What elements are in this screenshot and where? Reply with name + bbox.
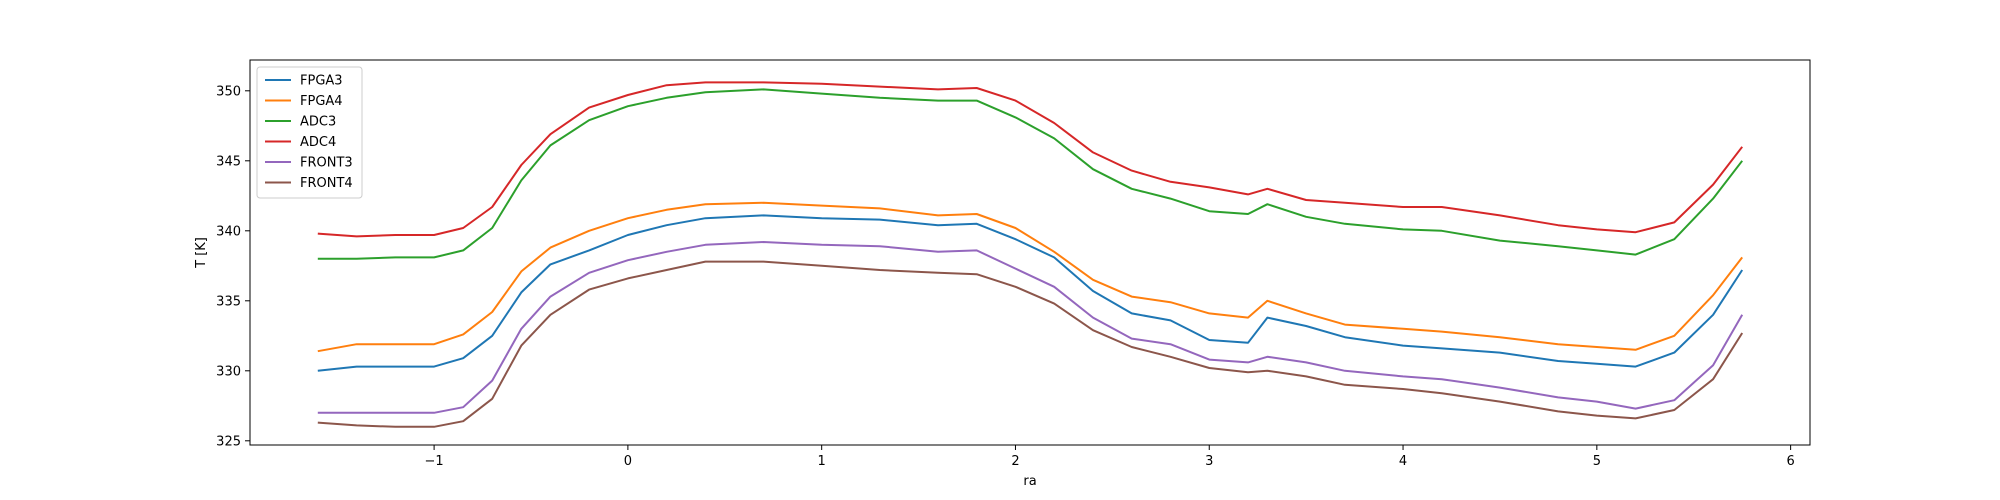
series-line-fpga3 xyxy=(317,214,1744,372)
y-tick-label: 350 xyxy=(216,84,241,99)
legend-entry-label: ADC3 xyxy=(300,115,336,130)
x-tick-label: 6 xyxy=(1786,454,1794,469)
y-tick-label: 325 xyxy=(216,434,241,449)
x-tick-label: 5 xyxy=(1593,454,1601,469)
legend-entry-label: FRONT3 xyxy=(300,156,353,171)
plot-frame xyxy=(249,59,1811,446)
x-tick-label: 3 xyxy=(1205,454,1213,469)
y-tick-label: 345 xyxy=(216,154,241,169)
x-tick-label: −1 xyxy=(425,454,444,469)
legend-entry-label: FRONT4 xyxy=(300,176,353,191)
y-axis: 325 330 335 340 345 350 xyxy=(216,84,250,449)
legend-entry-label: FPGA4 xyxy=(300,94,343,109)
x-tick-label: 0 xyxy=(624,454,632,469)
x-tick-label: 1 xyxy=(818,454,826,469)
series-line-fpga4 xyxy=(317,201,1743,353)
series-layer xyxy=(317,81,1744,428)
y-tick-label: 335 xyxy=(216,294,241,309)
y-tick-label: 330 xyxy=(216,364,241,379)
series-line-front4 xyxy=(317,260,1744,428)
series-line-adc4 xyxy=(317,81,1743,238)
y-tick-label: 340 xyxy=(216,224,241,239)
series-line-front3 xyxy=(317,241,1744,414)
x-axis-label: ra xyxy=(1023,474,1036,489)
x-tick-label: 4 xyxy=(1399,454,1407,469)
y-axis-label: T [K] xyxy=(194,237,209,269)
x-axis: −1 0 1 2 3 4 5 6 xyxy=(425,445,1795,469)
legend-entry-label: FPGA3 xyxy=(300,74,343,89)
legend: FPGA3 FPGA4 ADC3 ADC4 FRONT3 FRONT4 xyxy=(256,66,363,199)
x-tick-label: 2 xyxy=(1011,454,1019,469)
series-line-adc3 xyxy=(317,88,1743,260)
legend-entry-label: ADC4 xyxy=(300,135,336,150)
